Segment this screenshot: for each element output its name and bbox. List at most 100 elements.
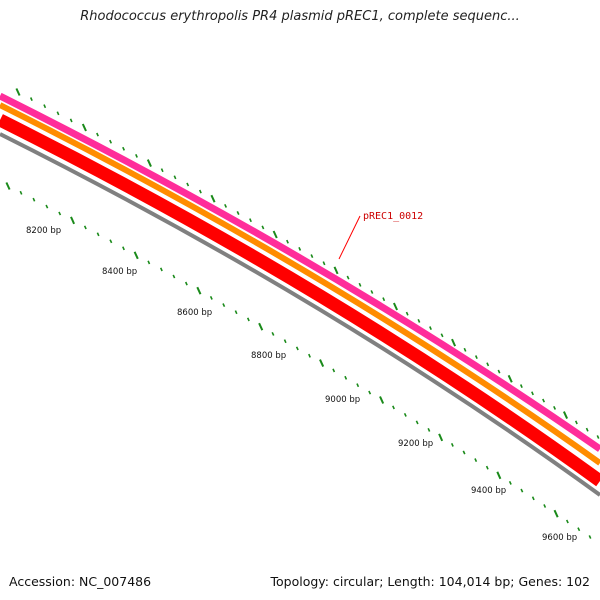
ruler-tick [295, 346, 299, 351]
tick-label: 8800 bp [251, 351, 286, 361]
track-orange[interactable] [0, 102, 600, 466]
accession-text: Accession: NC_007486 [9, 574, 152, 589]
ruler-tick [122, 246, 125, 251]
ruler-tick [333, 266, 339, 275]
ruler-tick [308, 353, 311, 358]
tick-label: 9400 bp [471, 486, 506, 496]
tick-label: 9000 bp [325, 395, 360, 405]
track-red[interactable] [0, 114, 600, 487]
ruler-tick [382, 297, 386, 302]
ruler-tick [588, 535, 592, 539]
ruler-tick [507, 374, 513, 383]
ruler-tick [173, 175, 177, 180]
ruler-tick [19, 190, 23, 195]
ruler-tick [15, 88, 21, 96]
ruler-tick [29, 97, 33, 102]
ruler-tick [109, 139, 113, 144]
ruler-tick [96, 232, 100, 237]
ruler-tick [379, 396, 385, 404]
tick-label: 9600 bp [542, 533, 577, 543]
tick-label: 8600 bp [177, 308, 212, 318]
ruler-tick [565, 519, 569, 524]
ruler-tick [440, 333, 444, 338]
ruler-tick [577, 527, 581, 532]
ruler-tick [562, 411, 569, 420]
track-gray[interactable] [0, 132, 600, 497]
ruler-tick [542, 398, 546, 403]
ruler-tick [32, 197, 36, 202]
ruler-tick [196, 286, 202, 295]
ruler-tick [519, 384, 523, 389]
ruler-tick [58, 211, 62, 216]
ruler-tick [224, 203, 228, 208]
ruler-tick [531, 391, 534, 396]
ruler-tick [322, 261, 326, 266]
ruler-tick [553, 405, 557, 410]
ruler-tick [415, 420, 419, 425]
ruler-tick [209, 295, 213, 300]
ruler-tick [133, 251, 139, 260]
feature-pointer [338, 215, 361, 260]
ruler-tick [463, 347, 467, 352]
ruler-tick [43, 104, 47, 109]
ruler-tick [392, 302, 399, 311]
ruler-tick [370, 290, 374, 294]
ruler-tick [508, 480, 512, 485]
ruler-tick [159, 267, 163, 272]
ruler-tick [283, 339, 287, 344]
ruler-tick [298, 246, 302, 251]
ruler-tick [417, 318, 421, 323]
ruler-tick [272, 230, 278, 239]
ruler-tick [172, 274, 176, 279]
ruler-tick [96, 132, 99, 137]
genome-summary: Topology: circular; Length: 104,014 bp; … [270, 574, 591, 589]
ruler-tick [520, 488, 524, 493]
ruler-tick [261, 225, 265, 230]
feature-tracks [0, 92, 600, 497]
ruler-tick [160, 168, 164, 173]
tick-label: 8200 bp [26, 226, 61, 236]
ruler-tick [344, 375, 348, 380]
tick-label: 8400 bp [102, 267, 137, 277]
ruler-tick [249, 218, 252, 223]
ruler-tick [310, 254, 314, 259]
ruler-tick [405, 311, 409, 316]
ruler-tick [553, 509, 559, 518]
ruler-tick [135, 153, 138, 158]
ruler-tick [427, 427, 431, 432]
ruler-tick [585, 427, 589, 432]
ruler-tick [486, 362, 490, 367]
ruler-tick [45, 204, 49, 209]
ruler-tick [531, 496, 535, 501]
ruler-tick [198, 189, 202, 194]
ruler-tick [81, 123, 87, 132]
ruler-tick [392, 405, 395, 410]
tick-labels: 8200 bp 8400 bp 8600 bp 8800 bp 9000 bp … [26, 226, 577, 543]
ruler-tick [450, 442, 454, 447]
ruler-tick [56, 111, 60, 116]
ruler-tick [286, 239, 289, 244]
ruler-tick [5, 182, 11, 190]
ruler-tick [332, 368, 336, 373]
ruler-tick [258, 322, 264, 331]
ruler-tick [368, 390, 372, 395]
ruler-tick [496, 471, 502, 480]
ruler-tick [403, 412, 407, 417]
ruler-tick [184, 281, 188, 286]
ruler-tick [70, 216, 76, 225]
ruler-tick [485, 465, 489, 470]
ruler-tick [122, 146, 126, 151]
ruler-tick [474, 355, 478, 360]
ruler-tick [210, 194, 216, 203]
ruler-tick [246, 317, 250, 322]
ruler-tick [109, 239, 113, 244]
map-title: Rhodococcus erythropolis PR4 plasmid pRE… [80, 9, 520, 24]
ruler-tick [356, 383, 360, 388]
feature-label-pREC1-0012[interactable]: pREC1_0012 [363, 211, 423, 222]
ruler-tick [438, 433, 444, 442]
ruler-tick [234, 310, 238, 315]
ruler-tick [69, 118, 73, 123]
track-magenta[interactable] [0, 92, 600, 452]
ruler-tick [146, 159, 152, 168]
